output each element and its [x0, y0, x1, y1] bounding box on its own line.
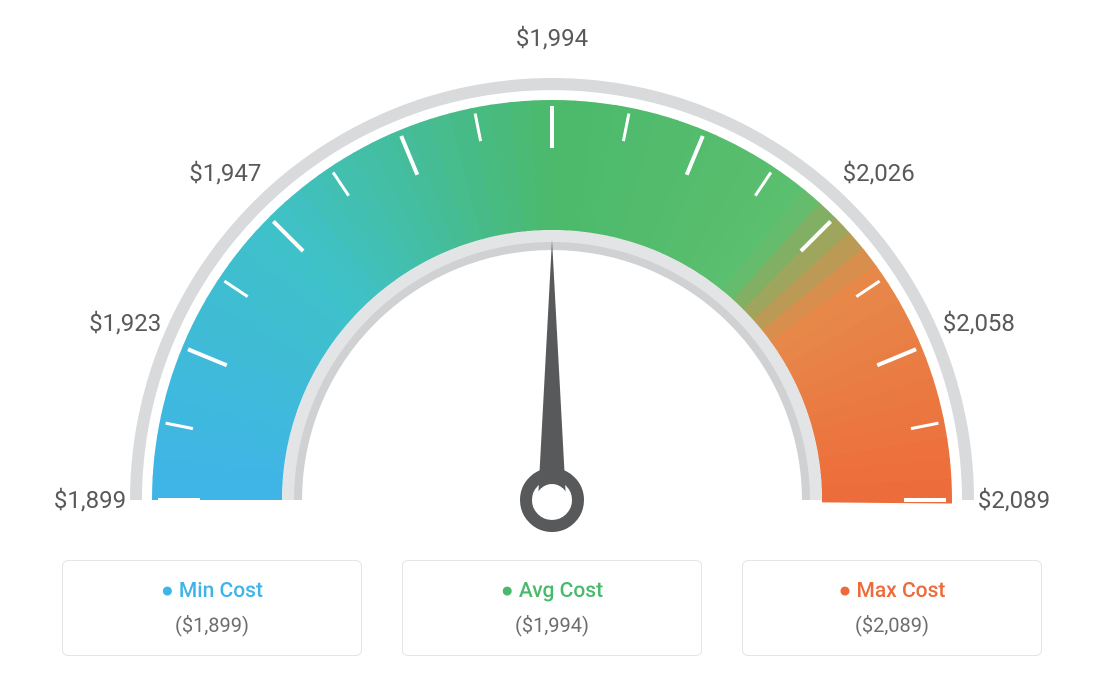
gauge-tick-label: $2,089 [978, 486, 1050, 514]
legend-min-value: ($1,899) [73, 613, 351, 637]
gauge-tick-label: $1,923 [89, 309, 161, 337]
gauge-tick-label: $1,899 [54, 486, 126, 514]
gauge-tick-label: $2,058 [943, 309, 1015, 337]
gauge-tick-label: $2,026 [843, 159, 915, 187]
gauge-tick-label: $1,994 [516, 24, 588, 52]
legend-avg-label: Avg Cost [413, 579, 691, 603]
legend-max-value: ($2,089) [753, 613, 1031, 637]
legend-card-avg: Avg Cost ($1,994) [402, 560, 702, 656]
legend-card-max: Max Cost ($2,089) [742, 560, 1042, 656]
gauge-chart: $1,899 $1,923 $1,947 $1,994 $2,026 $2,058 $2,0… [0, 0, 1104, 560]
gauge-svg [0, 0, 1104, 560]
legend-min-label: Min Cost [73, 579, 351, 603]
legend-card-min: Min Cost ($1,899) [62, 560, 362, 656]
legend-avg-value: ($1,994) [413, 613, 691, 637]
legend: Min Cost ($1,899) Avg Cost ($1,994) Max … [0, 560, 1104, 656]
gauge-tick-label: $1,947 [189, 159, 261, 187]
legend-max-label: Max Cost [753, 579, 1031, 603]
